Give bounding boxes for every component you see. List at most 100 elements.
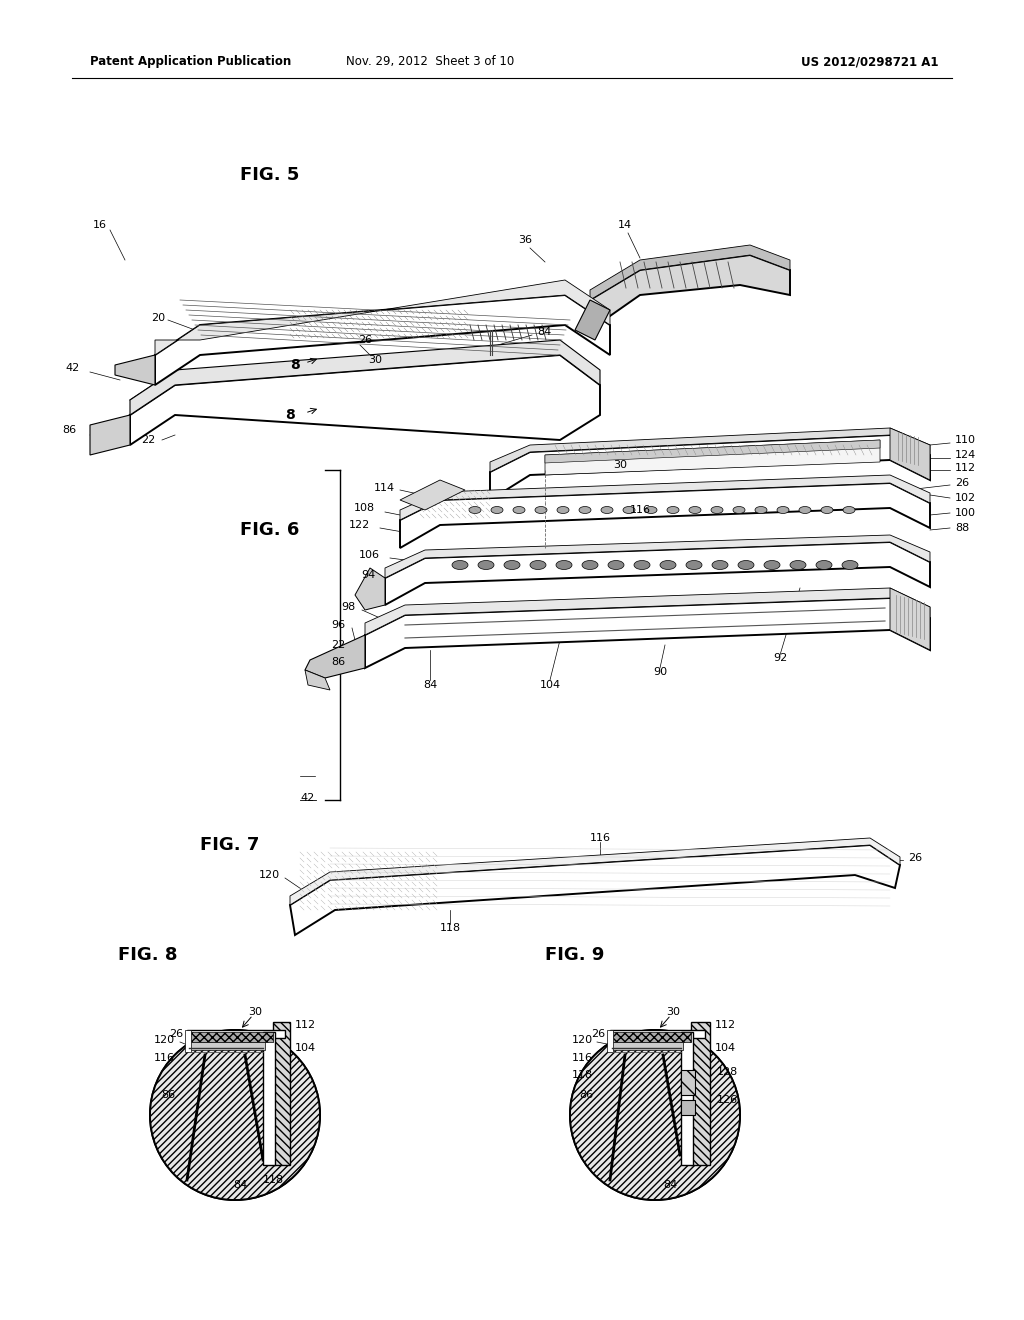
Polygon shape [290, 845, 900, 935]
Polygon shape [305, 671, 330, 690]
Polygon shape [681, 1071, 695, 1096]
Text: 118: 118 [571, 1071, 593, 1080]
Text: 86: 86 [61, 425, 76, 436]
Polygon shape [490, 428, 930, 473]
Ellipse shape [755, 507, 767, 513]
Circle shape [150, 1030, 319, 1200]
Ellipse shape [608, 561, 624, 569]
Text: 30: 30 [666, 1007, 680, 1016]
Text: 124: 124 [955, 450, 976, 459]
Text: US 2012/0298721 A1: US 2012/0298721 A1 [801, 55, 939, 69]
Text: 84: 84 [663, 1180, 677, 1191]
Ellipse shape [667, 507, 679, 513]
Polygon shape [490, 436, 930, 500]
Ellipse shape [504, 561, 520, 569]
Text: 120: 120 [571, 1035, 593, 1045]
Polygon shape [545, 440, 880, 475]
Text: FIG. 7: FIG. 7 [201, 836, 260, 854]
Text: 22: 22 [140, 436, 155, 445]
Ellipse shape [469, 507, 481, 513]
Polygon shape [115, 355, 155, 385]
Ellipse shape [777, 507, 790, 513]
Polygon shape [607, 1030, 613, 1052]
Text: FIG. 8: FIG. 8 [118, 946, 178, 964]
Text: 30: 30 [613, 459, 627, 470]
Text: 84: 84 [537, 327, 551, 337]
Polygon shape [365, 587, 930, 635]
Text: 84: 84 [423, 680, 437, 690]
Text: 104: 104 [715, 1043, 736, 1053]
Text: 26: 26 [908, 853, 923, 863]
Text: 26: 26 [358, 335, 372, 345]
Text: 116: 116 [572, 1053, 593, 1063]
Text: 120: 120 [154, 1035, 175, 1045]
Text: Patent Application Publication: Patent Application Publication [90, 55, 291, 69]
Ellipse shape [821, 507, 833, 513]
Polygon shape [400, 475, 930, 520]
Polygon shape [890, 428, 930, 480]
Ellipse shape [601, 507, 613, 513]
Text: 110: 110 [955, 436, 976, 445]
Text: 14: 14 [617, 220, 632, 230]
Polygon shape [130, 341, 600, 414]
Polygon shape [355, 568, 385, 610]
Text: 118: 118 [439, 923, 461, 933]
Text: 8: 8 [285, 408, 295, 422]
Polygon shape [590, 246, 790, 300]
Text: 106: 106 [359, 550, 380, 560]
Text: 42: 42 [66, 363, 80, 374]
Circle shape [570, 1030, 740, 1200]
Text: 26: 26 [591, 1030, 605, 1039]
Text: 128: 128 [717, 1067, 738, 1077]
Polygon shape [189, 1032, 273, 1041]
Text: 116: 116 [154, 1053, 175, 1063]
Ellipse shape [557, 507, 569, 513]
Ellipse shape [660, 561, 676, 569]
Ellipse shape [790, 561, 806, 569]
Ellipse shape [513, 507, 525, 513]
Polygon shape [187, 1030, 285, 1038]
Polygon shape [90, 414, 130, 455]
Polygon shape [155, 280, 610, 355]
Polygon shape [365, 598, 930, 668]
Text: FIG. 6: FIG. 6 [241, 521, 300, 539]
Ellipse shape [764, 561, 780, 569]
Text: 126: 126 [717, 1096, 738, 1105]
Text: 102: 102 [955, 492, 976, 503]
Text: 16: 16 [93, 220, 106, 230]
Text: 104: 104 [295, 1043, 316, 1053]
Polygon shape [590, 255, 790, 330]
Text: 30: 30 [248, 1007, 262, 1016]
Text: 112: 112 [955, 463, 976, 473]
Text: 104: 104 [540, 680, 560, 690]
Polygon shape [185, 1030, 191, 1052]
Ellipse shape [634, 561, 650, 569]
Ellipse shape [452, 561, 468, 569]
Polygon shape [385, 543, 930, 605]
Polygon shape [263, 1032, 275, 1166]
Ellipse shape [711, 507, 723, 513]
Text: 42: 42 [301, 793, 315, 803]
Text: 26: 26 [169, 1030, 183, 1039]
Ellipse shape [478, 561, 494, 569]
Text: 8: 8 [290, 358, 300, 372]
Text: 84: 84 [232, 1180, 247, 1191]
Ellipse shape [799, 507, 811, 513]
Polygon shape [890, 587, 930, 649]
Text: 86: 86 [161, 1090, 175, 1100]
Text: 30: 30 [368, 355, 382, 366]
Text: 114: 114 [374, 483, 395, 492]
Text: 90: 90 [653, 667, 667, 677]
Polygon shape [681, 1032, 693, 1166]
Polygon shape [575, 300, 610, 341]
Text: 20: 20 [151, 313, 165, 323]
Text: 112: 112 [295, 1020, 316, 1030]
Ellipse shape [689, 507, 701, 513]
Text: 112: 112 [715, 1020, 736, 1030]
Text: 36: 36 [518, 235, 532, 246]
Text: 86: 86 [331, 657, 345, 667]
Polygon shape [385, 535, 930, 578]
Ellipse shape [645, 507, 657, 513]
Polygon shape [612, 1041, 683, 1049]
Polygon shape [610, 1030, 705, 1038]
